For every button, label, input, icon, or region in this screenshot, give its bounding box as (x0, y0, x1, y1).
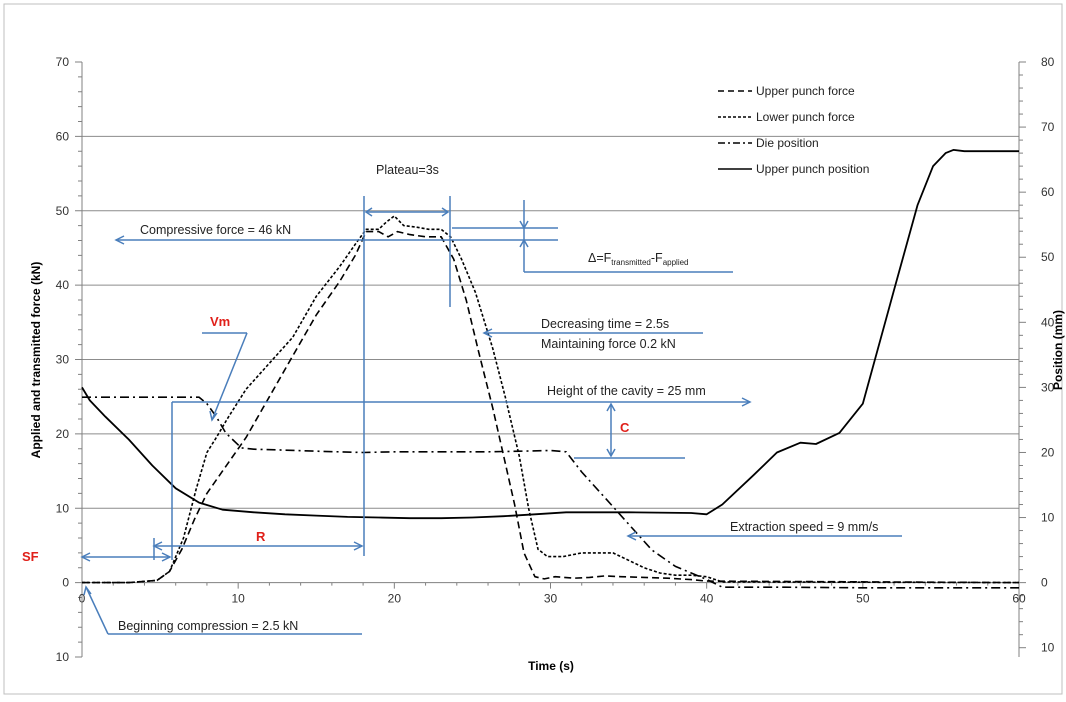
legend-label: Upper punch force (756, 84, 855, 98)
delta-prefix: Δ=F (588, 251, 612, 265)
chart-border (3, 3, 1063, 695)
y2-tick-label: 0 (1041, 576, 1048, 590)
legend-label: Lower punch force (756, 110, 855, 124)
sf-arrow-head-right (161, 552, 172, 562)
legend-item-die-position: Die position (718, 136, 819, 150)
plateau-label: Plateau=3s (376, 163, 439, 177)
annotation-lines (80, 196, 902, 635)
sf-label: SF (22, 549, 39, 564)
y-axis-title: Applied and transmitted force (kN) (29, 262, 43, 459)
sf-arrow-head-left (80, 552, 91, 562)
plateau-arrow-head-left (364, 207, 373, 217)
vm-pointer-line (211, 332, 248, 421)
x-axis-title: Time (s) (528, 659, 574, 673)
y-tick-label: 10 (56, 501, 70, 515)
legend-label: Die position (756, 136, 819, 150)
y-tick-label: 60 (56, 129, 70, 143)
y2-tick-label: 30 (1041, 380, 1055, 394)
y-tick-label: 10 (56, 650, 70, 664)
y2-tick-label: 50 (1041, 250, 1055, 264)
x-tick-label: 40 (700, 592, 714, 606)
y2-tick-label: 70 (1041, 120, 1055, 134)
y2-tick-label: 20 (1041, 445, 1055, 459)
delta-sub2: applied (663, 258, 689, 267)
y-tick-label: 70 (56, 55, 70, 69)
c-arrow-head-bottom (606, 448, 616, 458)
decreasing-time-label: Decreasing time = 2.5s (541, 317, 669, 331)
legend-item-upper-punch-force: Upper punch force (718, 84, 855, 98)
y-tick-label: 30 (56, 353, 70, 367)
x-tick-label: 10 (231, 592, 245, 606)
y-tick-label: 40 (56, 278, 70, 292)
r-label: R (256, 529, 266, 544)
decreasing-time-arrow-head (482, 328, 493, 338)
y-tick-label: 0 (62, 576, 69, 590)
maintaining-force-label: Maintaining force 0.2 kN (541, 337, 676, 351)
x-tick-label: 30 (544, 592, 558, 606)
y2-tick-label: 10 (1041, 511, 1055, 525)
extraction-speed-arrow-head (626, 531, 637, 541)
gridlines (82, 135, 1019, 509)
x-tick-label: 20 (388, 592, 402, 606)
beginning-compression-pointer (85, 586, 109, 635)
plateau-arrow-head-right (441, 207, 450, 217)
y-tick-label: 20 (56, 427, 70, 441)
y2-tick-label: 40 (1041, 315, 1055, 329)
legend-item-lower-punch-force: Lower punch force (718, 110, 855, 124)
delta-mid: -F (651, 251, 663, 265)
c-arrow-head-top (606, 402, 616, 412)
height-cavity-label: Height of the cavity = 25 mm (547, 384, 706, 398)
delta-sub1: transmitted (611, 258, 651, 267)
y2-tick-label: 80 (1041, 55, 1055, 69)
y-tick-label: 50 (56, 204, 70, 218)
delta-arrow-head-bottom (519, 238, 529, 248)
legend-item-upper-punch-position: Upper punch position (718, 162, 869, 176)
compressive-force-label: Compressive force = 46 kN (140, 223, 291, 237)
series-line-die-position (82, 396, 1019, 589)
beginning-compression-arrow-head (83, 585, 92, 596)
legend-label: Upper punch position (756, 162, 869, 176)
delta-label: Δ=Ftransmitted-Fapplied (588, 251, 689, 267)
compressive-force-arrow-head (114, 235, 125, 245)
series-line-upper-punch-force (82, 230, 1020, 584)
annotation-texts: Plateau=3s Compressive force = 46 kN Δ=F… (22, 163, 878, 633)
x-tick-label: 50 (856, 592, 870, 606)
vm-arrow-head (209, 410, 218, 422)
beginning-compression-label: Beginning compression = 2.5 kN (118, 619, 298, 633)
y2-axis-title: Position (mm) (1051, 310, 1065, 390)
y2-tick-label: 60 (1041, 185, 1055, 199)
series (81, 148, 1020, 589)
extraction-speed-label: Extraction speed = 9 mm/s (730, 520, 878, 534)
c-label: C (620, 420, 630, 435)
r-arrow-head-right (353, 541, 364, 551)
y2-tick-label: 10 (1041, 641, 1055, 655)
vm-label: Vm (210, 314, 230, 329)
series-line-upper-punch-position (81, 148, 1019, 520)
x-tick-label: 0 (79, 592, 86, 606)
delta-arrow-head-top (519, 220, 529, 230)
height-cavity-arrow-head (741, 397, 752, 407)
series-line-lower-punch-force (82, 215, 1020, 584)
legend: Upper punch force Lower punch force Die … (718, 84, 869, 176)
x-tick-label: 60 (1012, 592, 1026, 606)
